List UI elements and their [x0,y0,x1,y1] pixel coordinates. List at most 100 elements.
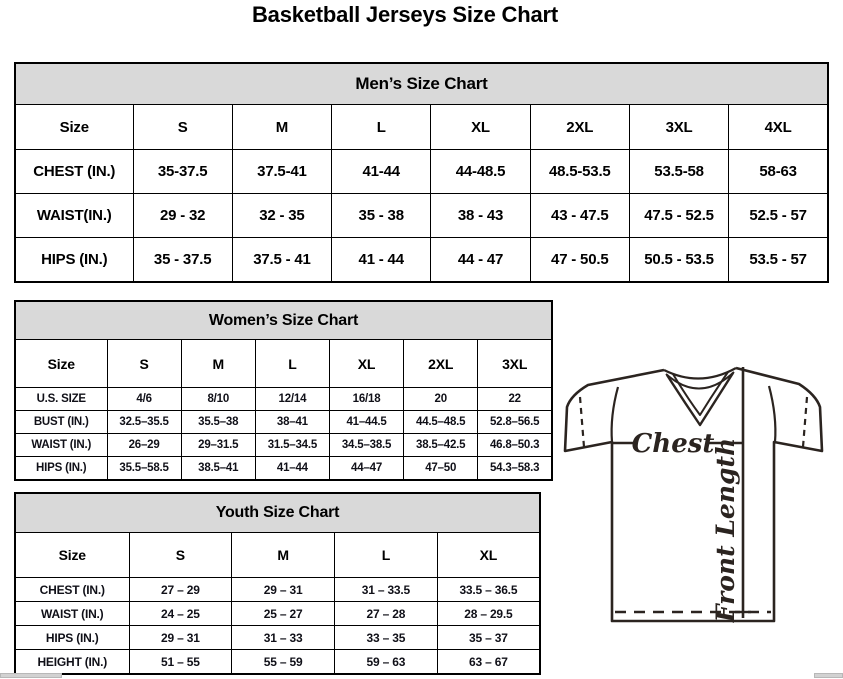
column-header: Size [14,104,134,150]
table-row: WAIST (IN.) 24 – 25 25 – 27 27 – 28 28 – 29.… [14,601,541,626]
row-label: HIPS (IN.) [14,456,108,481]
table-cell: 50.5 - 53.5 [628,237,730,283]
right-cuff-dashed-line [801,396,809,448]
table-cell: 22 [477,387,553,411]
row-label: CHEST (IN.) [14,149,134,194]
table-cell: 44-48.5 [430,149,531,194]
table-cell: 29 - 32 [132,193,233,238]
table-cell: 33 – 35 [334,625,438,650]
table-header-row: Size S M L XL 2XL 3XL [14,339,553,388]
column-header: XL [436,532,541,578]
table-cell: 31.5–34.5 [254,433,330,457]
table-cell: 8/10 [180,387,256,411]
table-cell: 32.5–35.5 [106,410,182,434]
table-cell: 38 - 43 [430,193,531,238]
column-header: 4XL [728,104,829,150]
table-cell: 52.5 - 57 [728,193,829,238]
left-cuff-dashed-line [578,396,586,448]
table-cell: 44.5–48.5 [403,410,479,434]
mens-size-chart: Men’s Size Chart Size S M L XL 2XL 3XL 4XL CHEST … [14,62,829,283]
column-header: 3XL [628,104,730,150]
table-cell: 38.5–42.5 [403,433,479,457]
table-row: HEIGHT (IN.) 51 – 55 55 – 59 59 – 63 63 – 67 [14,649,541,675]
table-cell: 41–44 [254,456,330,481]
table-cell: 44–47 [328,456,405,481]
table-cell: 27 – 28 [334,601,438,626]
table-cell: 47 - 50.5 [529,237,630,283]
table-cell: 41 - 44 [331,237,432,283]
jersey-outline [563,366,824,623]
column-header: S [128,532,233,578]
table-cell: 26–29 [106,433,182,457]
column-header: S [132,104,233,150]
row-label: U.S. SIZE [14,387,108,411]
column-header: M [180,339,256,388]
table-cell: 29–31.5 [180,433,256,457]
table-cell: 53.5-58 [628,149,730,194]
table-cell: 33.5 – 36.5 [436,577,541,602]
table-title-row: Youth Size Chart [14,492,541,533]
row-label: CHEST (IN.) [14,577,130,602]
table-header-row: Size S M L XL 2XL 3XL 4XL [14,104,829,150]
table-cell: 16/18 [328,387,405,411]
column-header: XL [328,339,405,388]
column-header: L [334,532,438,578]
table-cell: 29 – 31 [128,625,233,650]
table-cell: 48.5-53.5 [529,149,630,194]
table-cell: 53.5 - 57 [728,237,829,283]
youth-size-chart: Youth Size Chart Size S M L XL CHEST (IN.) 27 –… [14,492,541,675]
table-cell: 37.5 - 41 [231,237,333,283]
page-title: Basketball Jerseys Size Chart [251,2,559,27]
table-row: WAIST(IN.) 29 - 32 32 - 35 35 - 38 38 - 43 43… [14,193,829,238]
row-label: HIPS (IN.) [14,625,130,650]
table-row: HIPS (IN.) 35 - 37.5 37.5 - 41 41 - 44 44 - … [14,237,829,283]
table-cell: 37.5-41 [231,149,333,194]
table-row: HIPS (IN.) 35.5–58.5 38.5–41 41–44 44–47 47–5… [14,456,553,481]
column-header: L [254,339,330,388]
table-cell: 58-63 [728,149,829,194]
table-cell: 59 – 63 [334,649,438,675]
horizontal-scrollbar-fragment-left[interactable] [0,673,62,678]
table-cell: 38–41 [254,410,330,434]
table-cell: 44 - 47 [430,237,531,283]
left-sleeve-seam [610,386,620,443]
table-cell: 35.5–58.5 [106,456,182,481]
table-cell: 28 – 29.5 [436,601,541,626]
table-row: HIPS (IN.) 29 – 31 31 – 33 33 – 35 35 – 37 [14,625,541,650]
row-label: WAIST (IN.) [14,601,130,626]
table-cell: 20 [403,387,479,411]
table-cell: 35-37.5 [132,149,233,194]
table-title-row: Men’s Size Chart [14,62,829,105]
row-label: BUST (IN.) [14,410,108,434]
table-cell: 43 - 47.5 [529,193,630,238]
column-header: L [331,104,432,150]
table-cell: 38.5–41 [180,456,256,481]
table-cell: 46.8–50.3 [477,433,553,457]
column-header: M [231,532,335,578]
table-cell: 35.5–38 [180,410,256,434]
table-cell: 35 - 38 [331,193,432,238]
row-label: HEIGHT (IN.) [14,649,130,675]
front-length-label: Front Length [711,438,740,623]
table-cell: 55 – 59 [231,649,335,675]
column-header: Size [14,532,130,578]
jersey-measurement-diagram: Chest Front Length [563,366,824,623]
womens-size-table: Women’s Size Chart Size S M L XL 2XL 3XL U.S. SI… [14,300,553,481]
table-row: U.S. SIZE 4/6 8/10 12/14 16/18 20 22 [14,387,553,411]
table-title: Men’s Size Chart [14,62,829,105]
column-header: M [231,104,333,150]
column-header: Size [14,339,108,388]
horizontal-scrollbar-fragment-right[interactable] [814,673,843,678]
table-cell: 27 – 29 [128,577,233,602]
column-header: 2XL [403,339,479,388]
table-row: CHEST (IN.) 35-37.5 37.5-41 41-44 44-48.5 48.… [14,149,829,194]
table-cell: 54.3–58.3 [477,456,553,481]
table-row: WAIST (IN.) 26–29 29–31.5 31.5–34.5 34.5–38.… [14,433,553,457]
table-row: BUST (IN.) 32.5–35.5 35.5–38 38–41 41–44.5 44… [14,410,553,434]
table-cell: 31 – 33 [231,625,335,650]
table-title-row: Women’s Size Chart [14,300,553,340]
vneck-inner [672,371,729,416]
row-label: WAIST (IN.) [14,433,108,457]
right-sleeve-seam [767,385,777,443]
table-cell: 63 – 67 [436,649,541,675]
